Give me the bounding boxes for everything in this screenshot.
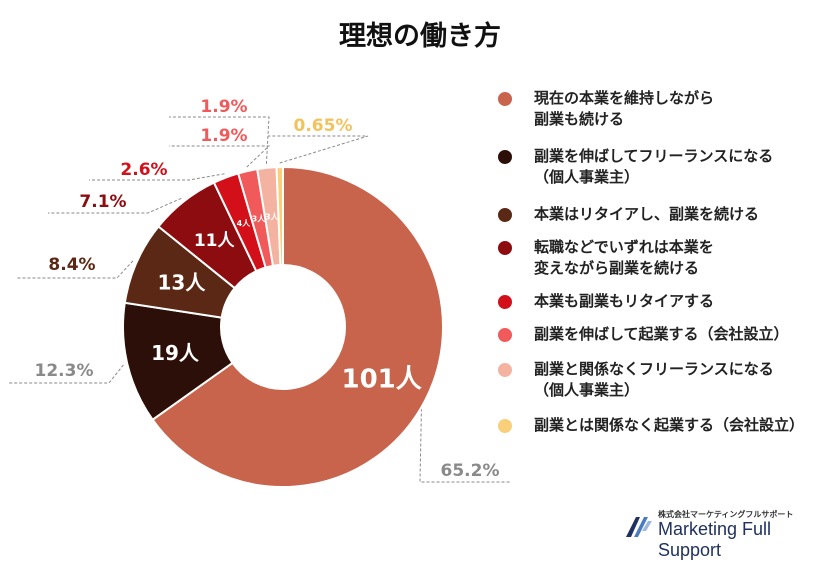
slice-0	[151, 165, 444, 488]
leader-line-4	[89, 173, 225, 181]
legend-swatch-2	[498, 208, 512, 222]
legend-label-7-0: 副業とは関係なく起業する（会社設立）	[534, 416, 805, 434]
legend-swatch-0	[498, 92, 512, 106]
legend-label-2-0: 本業はリタイアし、副業を続ける	[534, 205, 760, 223]
legend-item-4: 本業も副業もリタイアする	[498, 291, 833, 312]
legend-label-5-0: 副業を伸ばして起業する（会社設立）	[534, 325, 789, 343]
legend-item-5: 副業を伸ばして起業する（会社設立）	[498, 324, 833, 345]
legend-label-1-1: （個人事業主）	[534, 168, 640, 186]
leader-line-0	[419, 398, 510, 483]
legend-item-7: 副業とは関係なく起業する（会社設立）	[498, 415, 833, 436]
slice-value-label-2: 13人	[158, 270, 207, 294]
logo-mark-icon	[626, 517, 652, 537]
legend-label-3-1: 変えながら副業を続ける	[534, 259, 700, 277]
donut-slices	[122, 165, 444, 488]
legend-swatch-1	[498, 150, 512, 164]
chart-title: 理想の働き方	[339, 21, 501, 52]
legend-item-0: 現在の本業を維持しながら 副業も続ける	[498, 88, 833, 130]
slice-value-label-5: 3人	[252, 214, 267, 224]
percent-label-6: 1.9%	[200, 97, 247, 117]
percent-label-4: 2.6%	[120, 160, 167, 180]
percent-label-5: 1.9%	[200, 126, 247, 146]
leader-line-2	[17, 260, 134, 279]
slice-value-label-1: 19人	[151, 341, 200, 365]
slice-value-label-3: 11人	[194, 231, 236, 251]
logo-company-en: Marketing Full Support	[658, 519, 772, 560]
percent-label-0: 65.2%	[441, 461, 500, 481]
legend-item-2: 本業はリタイアし、副業を続ける	[498, 204, 833, 225]
logo-company-ja: 株式会社マーケティングフルサポート	[658, 510, 794, 519]
percent-label-7: 0.65%	[294, 116, 353, 136]
percent-label-1: 12.3%	[35, 361, 94, 381]
percent-label-3: 7.1%	[79, 192, 126, 212]
percent-leader-lines	[9, 116, 510, 483]
slice-value-label-4: 4人	[237, 218, 252, 228]
slice-value-label-0: 101人	[342, 364, 422, 394]
percent-labels: 65.2% 12.3% 8.4% 7.1% 2.6% 1.9% 1.9% 0.65%	[35, 97, 500, 481]
legend-label-4-0: 本業も副業もリタイアする	[534, 292, 715, 310]
legend-swatch-5	[498, 328, 512, 342]
leader-line-6	[169, 116, 270, 164]
leader-line-1	[9, 364, 124, 384]
legend-label-0-1: 副業も続ける	[534, 110, 625, 128]
leader-line-3	[48, 197, 182, 214]
leader-line-5	[169, 145, 271, 168]
legend-swatch-6	[498, 363, 512, 377]
legend-label-0-0: 現在の本業を維持しながら	[534, 89, 715, 107]
leader-line-7	[268, 135, 369, 164]
legend-swatch-3	[498, 241, 512, 255]
legend-item-6: 副業と関係なくフリーランスになる （個人事業主）	[498, 359, 833, 401]
legend-swatch-7	[498, 419, 512, 433]
legend-label-6-0: 副業と関係なくフリーランスになる	[534, 360, 774, 378]
legend-label-3-0: 転職などでいずれは本業を	[534, 238, 714, 256]
legend-label-1-0: 副業を伸ばしてフリーランスになる	[534, 147, 774, 165]
slice-value-label-6: 3人	[265, 211, 280, 221]
legend-item-1: 副業を伸ばしてフリーランスになる （個人事業主）	[498, 146, 833, 188]
company-logo: 株式会社マーケティングフルサポート Marketing Full Support	[624, 508, 834, 560]
percent-label-2: 8.4%	[48, 255, 95, 275]
slice-7	[275, 165, 284, 267]
legend-item-3: 転職などでいずれは本業を 変えながら副業を続ける	[498, 237, 833, 279]
legend: 現在の本業を維持しながら 副業も続ける副業を伸ばしてフリーランスになる （個人事業主…	[498, 88, 833, 436]
legend-swatch-4	[498, 295, 512, 309]
legend-label-6-1: （個人事業主）	[534, 381, 640, 399]
